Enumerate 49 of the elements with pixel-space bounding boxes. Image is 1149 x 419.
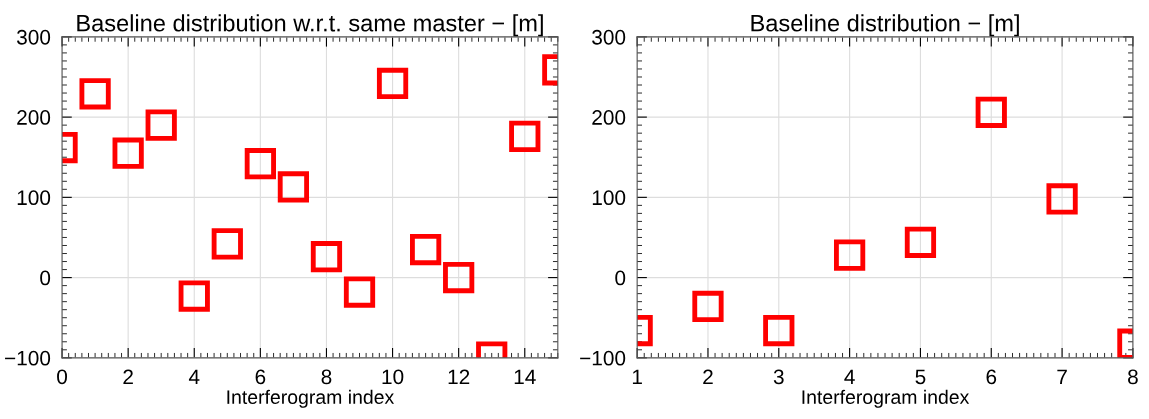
y-tick-label: −100	[580, 350, 626, 366]
y-tick-label: 100	[17, 190, 51, 206]
point	[145, 109, 177, 141]
point	[509, 120, 541, 152]
x-tick-label: 4	[188, 369, 200, 385]
point	[112, 137, 144, 169]
x-tick-label: 2	[703, 369, 713, 385]
point	[343, 276, 376, 308]
x-tick-label: 10	[382, 369, 404, 385]
point	[904, 226, 937, 258]
y-tick-label: −100	[5, 350, 51, 366]
chart-title: Baseline distribution w.r.t. same master − [m]	[77, 14, 543, 37]
x-tick-label: 7	[1057, 369, 1067, 385]
y-tick-label: 0	[615, 270, 626, 286]
point	[1046, 183, 1078, 215]
point	[443, 261, 475, 294]
x-tick-label: 14	[514, 369, 536, 385]
x-tick-label: 2	[123, 369, 133, 385]
point	[277, 171, 310, 203]
point	[975, 96, 1007, 128]
point	[763, 314, 795, 347]
y-tick-label: 300	[592, 29, 626, 45]
y-tick-label: 100	[592, 190, 626, 206]
point	[409, 233, 442, 266]
point	[833, 239, 866, 271]
x-tick-label: 0	[57, 369, 68, 385]
y-tick-label: 200	[592, 110, 626, 125]
x-tick-label: 8	[321, 369, 332, 385]
point	[692, 290, 724, 323]
y-tick-label: 300	[16, 29, 51, 45]
point	[79, 78, 111, 110]
y-tick-label: 200	[17, 110, 51, 125]
x-tick-label: 4	[844, 369, 855, 385]
x-tick-label: 6	[255, 369, 266, 385]
x-axis-title: Interferogram index	[802, 389, 970, 408]
point	[211, 228, 243, 260]
x-axis-title: Interferogram index	[227, 389, 395, 408]
y-tick-label: 0	[40, 270, 51, 286]
point	[244, 148, 276, 180]
point	[178, 280, 210, 312]
x-tick-label: 5	[915, 369, 926, 385]
x-tick-label: 8	[1128, 369, 1138, 385]
point	[310, 241, 343, 273]
x-tick-label: 3	[773, 369, 784, 385]
x-tick-label: 12	[448, 369, 470, 385]
x-tick-label: 6	[986, 369, 997, 385]
point	[376, 67, 409, 100]
x-tick-label: 1	[632, 369, 642, 385]
chart-title: Baseline distribution − [m]	[751, 14, 1019, 37]
